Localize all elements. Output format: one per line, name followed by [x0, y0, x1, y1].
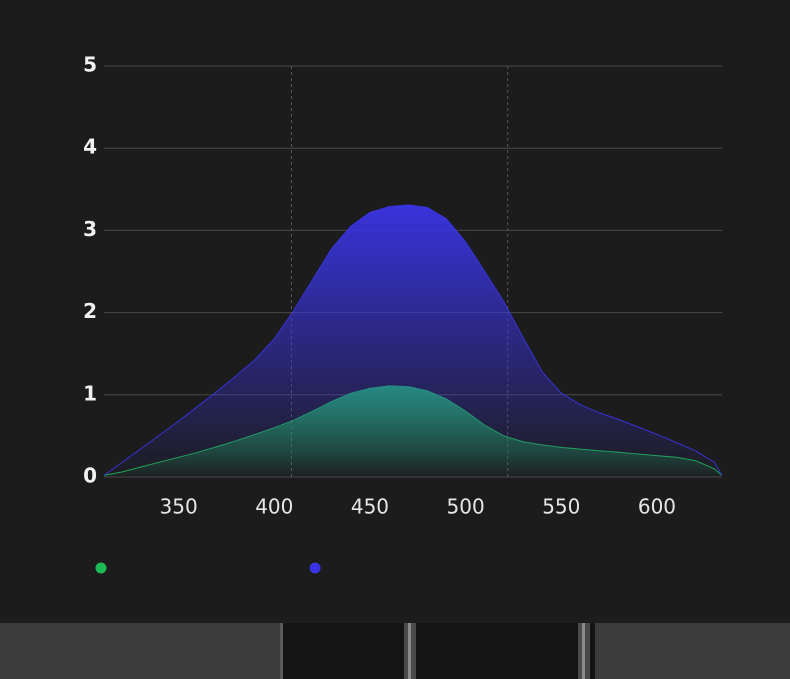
y-tick-label: 0	[83, 464, 97, 488]
area-fill	[104, 204, 722, 477]
y-tick-label: 1	[83, 381, 97, 405]
x-tick-label: 400	[255, 495, 293, 519]
x-tick-label: 600	[638, 495, 676, 519]
x-tick-label: 450	[351, 495, 389, 519]
x-tick-label: 550	[542, 495, 580, 519]
x-tick-label: 500	[447, 495, 485, 519]
series-line	[103, 204, 723, 476]
legend-marker	[309, 562, 321, 574]
y-tick-label: 4	[83, 135, 97, 159]
y-tick-label: 5	[83, 53, 97, 77]
y-tick-label: 3	[83, 217, 97, 241]
y-tick-label: 2	[83, 299, 97, 323]
legend-marker	[95, 562, 107, 574]
x-tick-label: 350	[160, 495, 198, 519]
bottom-photo	[0, 623, 790, 679]
